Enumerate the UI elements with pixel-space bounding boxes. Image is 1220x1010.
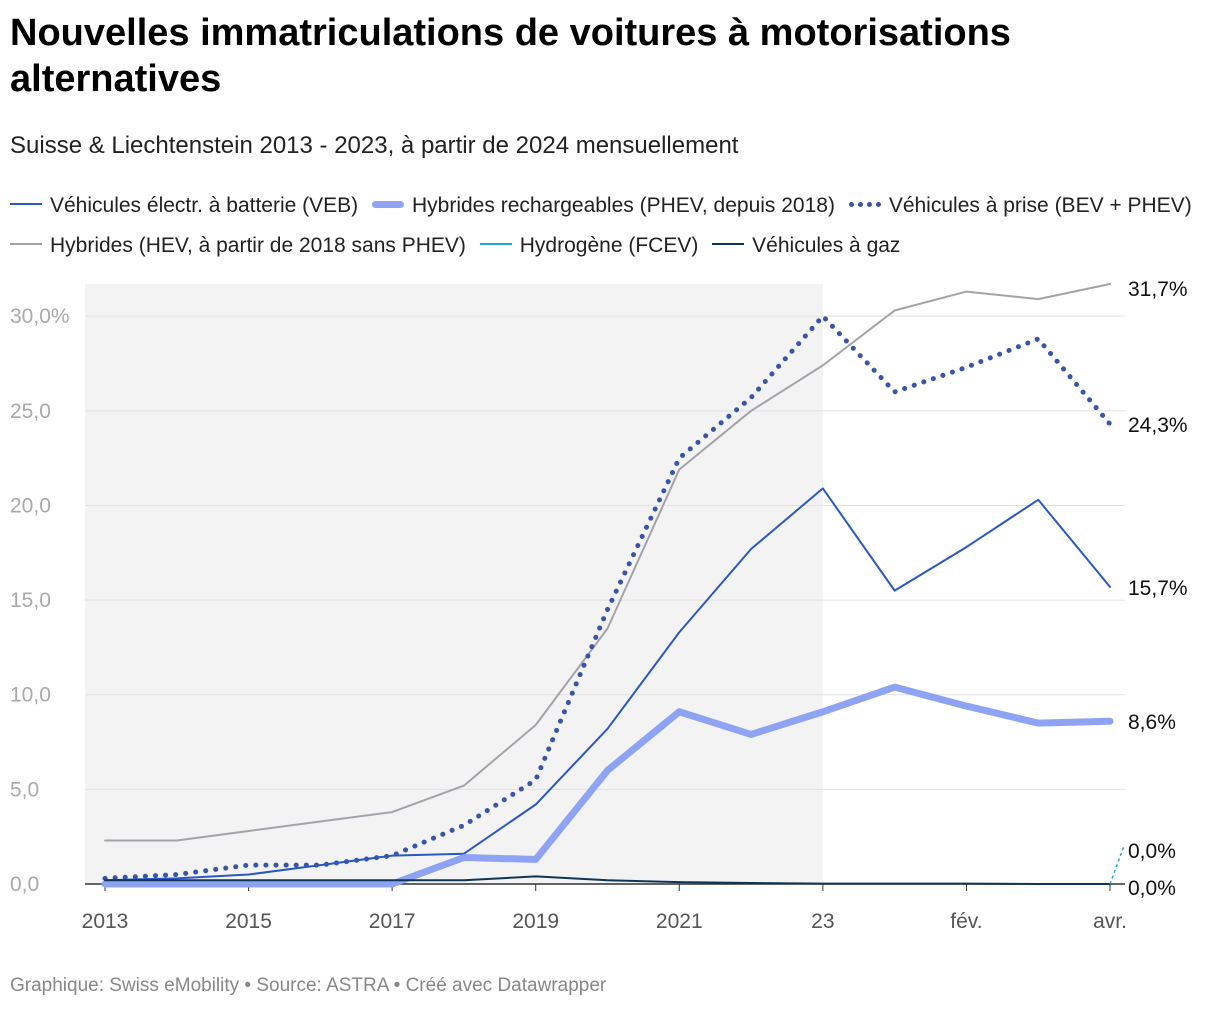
x-tick-label: 2019 (512, 910, 559, 933)
series-line (102, 313, 1113, 881)
chart-legend: Véhicules électr. à batterie (VEB) Hybri… (10, 186, 1210, 266)
legend-swatch-hev (10, 243, 42, 246)
legend-swatch-plugin (848, 201, 881, 207)
series-end-label: 24,3% (1128, 414, 1188, 437)
legend-label-fcev: Hydrogène (FCEV) (519, 234, 699, 257)
series-lines (101, 283, 1125, 888)
plot-background (85, 284, 823, 884)
legend-swatch-fcev (479, 243, 512, 246)
y-tick-label: 20,0 (10, 494, 51, 517)
x-axis-ticks: 2013 2015 2017 2019 2021 23 fév. avr. (82, 884, 1127, 933)
annual-period-shading (85, 284, 823, 884)
x-tick-label: fév. (950, 910, 982, 933)
chart-subtitle: Suisse & Liechtenstein 2013 - 2023, à pa… (10, 132, 739, 159)
y-tick-label: 0,0 (10, 873, 39, 896)
x-tick-label: 2017 (369, 910, 416, 933)
legend-label-bev: Véhicules électr. à batterie (VEB) (50, 194, 359, 217)
y-tick-label: 15,0 (10, 589, 51, 612)
x-tick-label: 2013 (82, 910, 129, 933)
chart-title: Nouvelles immatriculations de voitures à… (10, 12, 1011, 100)
y-tick-label: 25,0 (10, 400, 51, 423)
series-end-label: 15,7% (1128, 577, 1188, 600)
legend-label-gas: Véhicules à gaz (752, 234, 901, 257)
y-tick-label: 30,0% (10, 305, 70, 328)
legend-item-plugin: Véhicules à prise (BEV + PHEV) (848, 186, 1192, 226)
series-end-label: 0,0% (1128, 840, 1176, 863)
x-tick-label: 2015 (225, 910, 272, 933)
legend-label-plugin: Véhicules à prise (BEV + PHEV) (888, 194, 1192, 217)
legend-label-phev: Hybrides rechargeables (PHEV, depuis 201… (412, 194, 835, 217)
y-tick-label: 10,0 (10, 684, 51, 707)
legend-item-bev: Véhicules électr. à batterie (VEB) (10, 186, 358, 226)
legend-item-hev: Hybrides (HEV, à partir de 2018 sans PHE… (10, 226, 466, 266)
legend-item-phev: Hybrides rechargeables (PHEV, depuis 201… (372, 186, 835, 226)
y-axis-ticks: 0,0 5,0 10,0 15,0 20,0 25,0 30,0% (10, 305, 70, 896)
legend-swatch-phev (372, 200, 404, 208)
legend-item-gas: Véhicules à gaz (712, 226, 900, 266)
y-tick-label: 5,0 (10, 778, 39, 801)
chart-footer: Graphique: Swiss eMobility • Source: AST… (10, 975, 607, 996)
series-end-label: 0,0% (1128, 877, 1176, 900)
series-end-label: 8,6% (1128, 711, 1176, 734)
x-tick-label: avr. (1093, 910, 1127, 933)
legend-swatch-bev (10, 203, 42, 206)
series-line (104, 487, 1111, 882)
series-end-label: 31,7% (1128, 278, 1188, 301)
end-labels: 31,7% 24,3% 15,7% 8,6% 0,0% 0,0% (1128, 278, 1188, 900)
x-tick-label: 23 (811, 910, 834, 933)
legend-swatch-gas (712, 243, 745, 246)
series-line (104, 875, 1111, 885)
x-tick-label: 2021 (656, 910, 703, 933)
series-line (104, 283, 1111, 842)
series-line (101, 683, 1114, 888)
legend-item-fcev: Hydrogène (FCEV) (479, 226, 699, 266)
legend-label-hev: Hybrides (HEV, à partir de 2018 sans PHE… (50, 234, 466, 257)
series-line (1109, 845, 1125, 885)
